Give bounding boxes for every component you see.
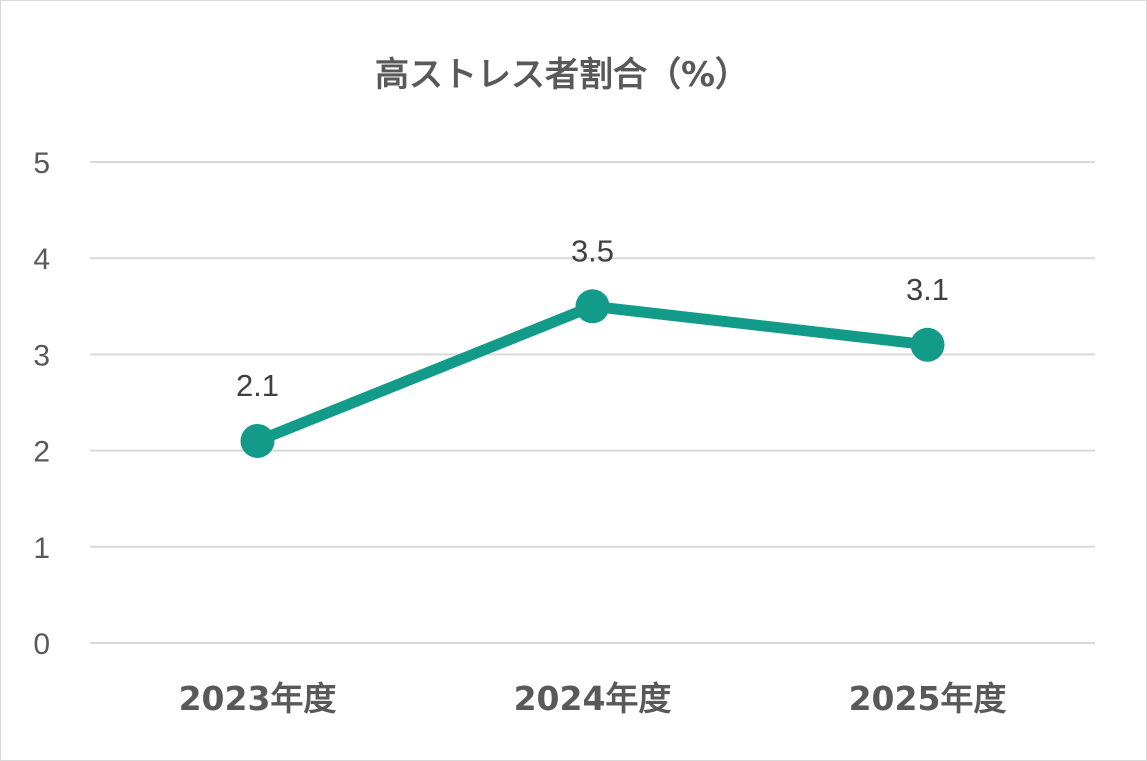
data-label: 3.1 bbox=[906, 272, 949, 307]
y-tick-label: 3 bbox=[33, 339, 50, 372]
x-tick-label: 2025年度 bbox=[849, 679, 1007, 718]
y-tick-label: 0 bbox=[33, 628, 50, 661]
chart-title: 高ストレス者割合（%） bbox=[375, 55, 749, 95]
y-tick-label: 5 bbox=[33, 147, 50, 180]
x-tick-label: 2024年度 bbox=[514, 679, 672, 718]
y-axis-ticks: 0 1 2 3 4 5 bbox=[33, 147, 50, 661]
series-line bbox=[252, 300, 933, 447]
y-tick-label: 2 bbox=[33, 436, 50, 469]
data-labels: 2.1 3.5 3.1 bbox=[236, 233, 949, 403]
data-point bbox=[240, 423, 275, 458]
y-tick-label: 1 bbox=[33, 532, 50, 565]
data-point bbox=[575, 289, 610, 324]
x-axis-ticks: 2023年度 2024年度 2025年度 bbox=[179, 679, 1007, 718]
y-tick-label: 4 bbox=[33, 243, 50, 276]
series bbox=[240, 289, 945, 458]
data-label: 3.5 bbox=[571, 233, 614, 268]
x-tick-label: 2023年度 bbox=[179, 679, 337, 718]
data-point bbox=[910, 327, 945, 362]
data-label: 2.1 bbox=[236, 368, 279, 403]
